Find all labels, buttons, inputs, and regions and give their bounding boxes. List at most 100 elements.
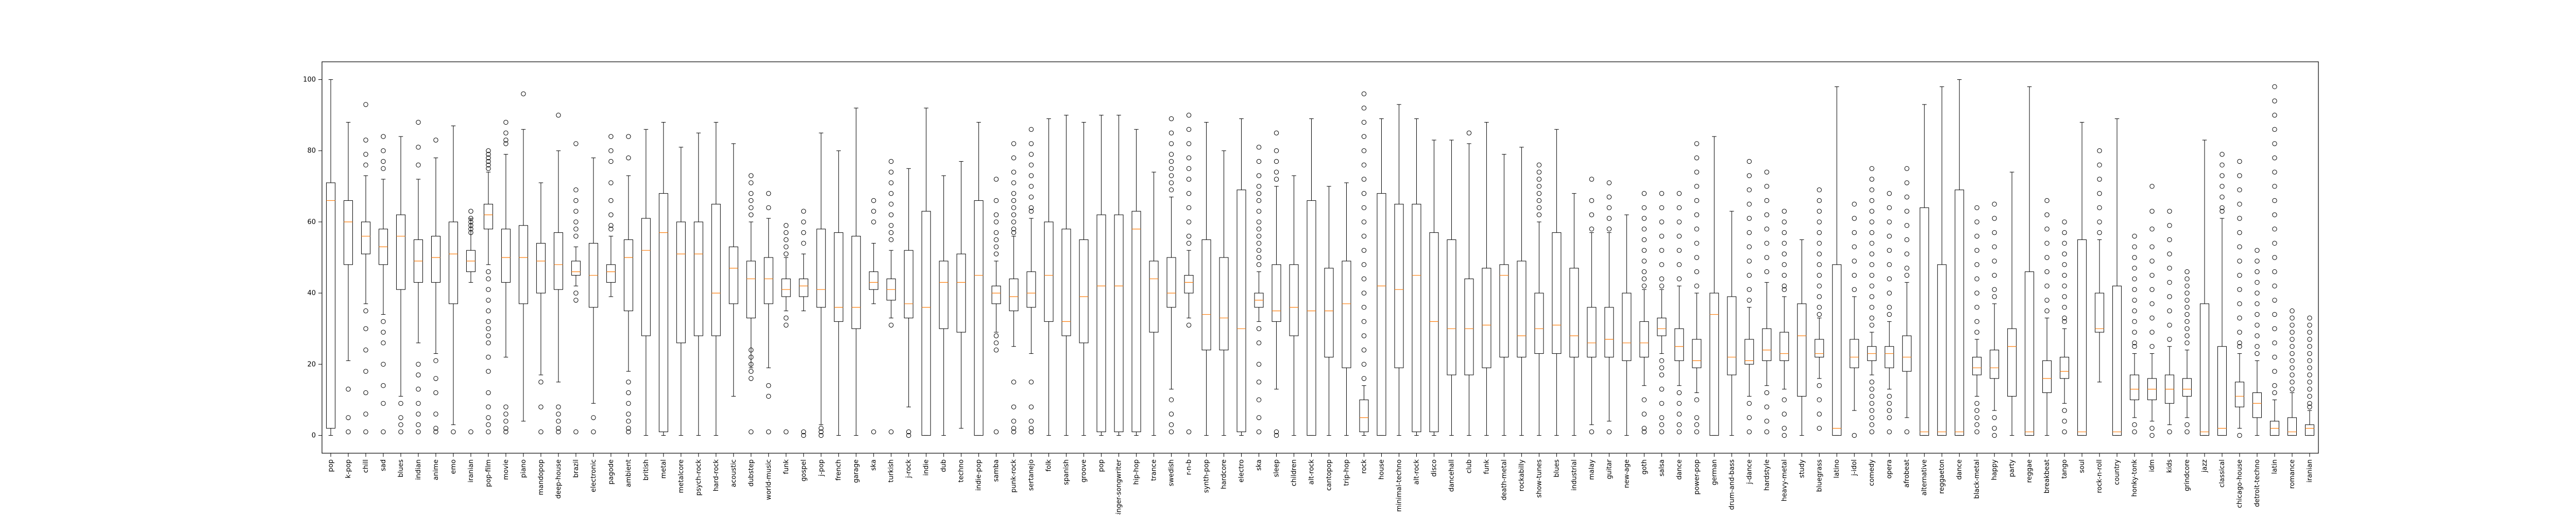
outlier-point	[363, 347, 368, 353]
box-body	[571, 261, 581, 276]
outlier-point	[993, 340, 999, 346]
outlier-point	[1168, 180, 1174, 185]
outlier-point	[608, 223, 614, 228]
outlier-point	[1694, 155, 1700, 161]
x-tick-label: techno	[958, 459, 965, 483]
x-tick-label: idm	[2148, 459, 2156, 472]
outlier-point	[381, 134, 386, 139]
box-body	[1009, 278, 1019, 312]
outlier-point	[1256, 380, 1262, 385]
outlier-point	[2272, 241, 2277, 246]
box-trip-hop	[1342, 182, 1351, 436]
outlier-point	[2184, 283, 2190, 288]
outlier-point	[1694, 227, 1700, 232]
outlier-point	[1659, 191, 1665, 196]
x-tick-label: electro	[1238, 459, 1246, 483]
outlier-point	[573, 227, 579, 232]
outlier-point	[2290, 330, 2295, 335]
box-romance	[2287, 308, 2297, 436]
outlier-point	[784, 223, 789, 228]
box-jazz	[2200, 140, 2210, 436]
outlier-point	[486, 308, 491, 314]
outlier-point	[1256, 198, 1262, 203]
x-tick-label: disco	[1430, 459, 1438, 477]
outlier-point	[1747, 415, 1752, 420]
box-body	[2060, 356, 2070, 379]
box-malay	[1587, 177, 1597, 435]
outlier-point	[1817, 262, 1822, 267]
box-body	[1639, 321, 1649, 357]
outlier-point	[2132, 276, 2137, 282]
box-anime	[431, 138, 440, 435]
x-tick-label: house	[1378, 459, 1385, 479]
x-tick-label: pop-film	[485, 459, 493, 487]
box-body	[1324, 268, 1334, 357]
outlier-point	[521, 91, 526, 96]
outlier-point	[2255, 290, 2260, 296]
box-emo	[448, 125, 458, 435]
outlier-point	[503, 141, 509, 146]
x-tick-label: pop	[327, 459, 335, 472]
outlier-point	[1817, 241, 1822, 246]
outlier-point	[1361, 91, 1367, 96]
outlier-point	[1974, 233, 1979, 239]
outlier-point	[993, 333, 999, 338]
outlier-point	[2272, 269, 2277, 274]
outlier-point	[2062, 419, 2067, 424]
outlier-point	[2307, 330, 2312, 335]
outlier-point	[1852, 259, 1857, 264]
outlier-point	[2132, 244, 2137, 249]
x-tick-label: show-tunes	[1535, 459, 1543, 498]
box-body	[2217, 346, 2227, 436]
outlier-point	[2272, 390, 2277, 396]
box-iranian	[2305, 315, 2315, 436]
outlier-point	[1186, 177, 1192, 182]
x-tick-label: j-pop	[818, 459, 825, 477]
outlier-point	[556, 425, 561, 431]
outlier-point	[1659, 248, 1665, 253]
outlier-point	[2219, 184, 2225, 189]
box-body	[2007, 328, 2017, 397]
outlier-point	[626, 380, 631, 385]
box-body	[1131, 211, 1141, 433]
box-body	[799, 278, 808, 297]
outlier-point	[2149, 184, 2155, 189]
outlier-point	[1361, 290, 1367, 296]
outlier-point	[749, 191, 754, 196]
outlier-point	[2097, 162, 2102, 168]
outlier-point	[1256, 233, 1262, 239]
x-tick-label: power-pop	[1693, 459, 1701, 495]
outlier-point	[2272, 369, 2277, 374]
x-tick-label: british	[642, 459, 650, 480]
outlier-point	[1028, 205, 1034, 210]
outlier-point	[608, 180, 614, 185]
outlier-point	[2290, 322, 2295, 328]
outlier-point	[433, 425, 438, 431]
box-german	[1709, 136, 1719, 436]
x-tick-label: goth	[1640, 459, 1648, 475]
box-indie-pop	[974, 122, 984, 436]
outlier-point	[1904, 194, 1909, 200]
outlier-point	[1974, 276, 1979, 282]
x-tick-label: pop	[1098, 459, 1106, 472]
box-movie	[501, 119, 511, 435]
plot-frame	[321, 61, 2319, 454]
outlier-point	[486, 319, 491, 324]
outlier-point	[749, 180, 754, 185]
outlier-point	[1361, 305, 1367, 310]
outlier-point	[1028, 162, 1034, 168]
x-tick-label: soul	[2078, 459, 2086, 473]
outlier-point	[2307, 404, 2312, 409]
outlier-point	[1694, 283, 1700, 288]
outlier-point	[1028, 429, 1034, 435]
outlier-point	[889, 429, 894, 435]
outlier-point	[784, 429, 789, 435]
box-black-metal	[1972, 205, 1982, 435]
box-iranian	[466, 209, 476, 435]
outlier-point	[363, 138, 368, 143]
outlier-point	[1817, 219, 1822, 225]
outlier-point	[871, 209, 876, 214]
box-rock	[1359, 91, 1369, 436]
outlier-point	[1361, 162, 1367, 168]
outlier-point	[1256, 326, 1262, 331]
